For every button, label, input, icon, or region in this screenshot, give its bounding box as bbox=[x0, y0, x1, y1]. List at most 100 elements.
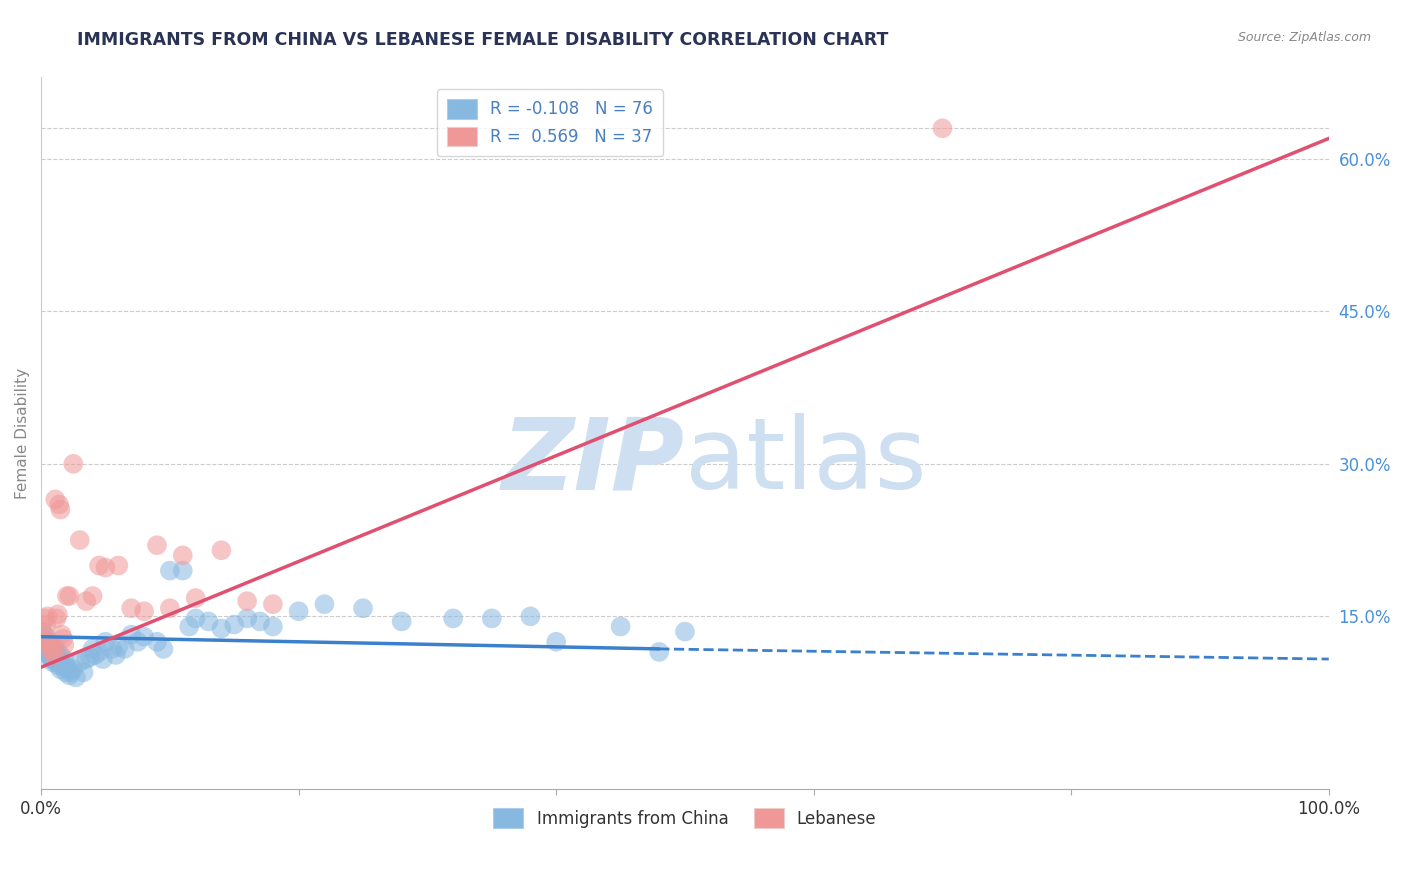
Point bbox=[79, 650, 101, 665]
Point bbox=[41, 645, 63, 659]
Point bbox=[69, 533, 91, 547]
Point bbox=[53, 638, 76, 652]
Point bbox=[75, 652, 97, 666]
Point bbox=[31, 624, 53, 639]
Point bbox=[82, 589, 104, 603]
Point bbox=[159, 601, 181, 615]
Point bbox=[42, 648, 65, 662]
Point bbox=[49, 662, 72, 676]
Point bbox=[481, 611, 503, 625]
Point bbox=[44, 492, 66, 507]
Point bbox=[262, 597, 284, 611]
Point bbox=[37, 634, 59, 648]
Point bbox=[91, 652, 114, 666]
Point bbox=[39, 641, 62, 656]
Point bbox=[134, 604, 156, 618]
Point bbox=[39, 650, 62, 665]
Point bbox=[48, 652, 70, 666]
Point bbox=[58, 668, 80, 682]
Point bbox=[134, 630, 156, 644]
Point bbox=[931, 121, 953, 136]
Point bbox=[41, 648, 63, 662]
Point bbox=[146, 538, 169, 552]
Point bbox=[159, 564, 181, 578]
Point bbox=[44, 645, 66, 659]
Point bbox=[441, 611, 464, 625]
Point bbox=[94, 634, 117, 648]
Point bbox=[673, 624, 696, 639]
Point bbox=[45, 611, 67, 625]
Point bbox=[107, 640, 129, 654]
Point bbox=[69, 655, 91, 669]
Point bbox=[51, 655, 73, 669]
Point bbox=[35, 630, 58, 644]
Point bbox=[107, 558, 129, 573]
Point bbox=[87, 558, 110, 573]
Point bbox=[42, 650, 65, 665]
Legend: Immigrants from China, Lebanese: Immigrants from China, Lebanese bbox=[486, 802, 883, 834]
Point bbox=[55, 665, 77, 680]
Text: IMMIGRANTS FROM CHINA VS LEBANESE FEMALE DISABILITY CORRELATION CHART: IMMIGRANTS FROM CHINA VS LEBANESE FEMALE… bbox=[77, 31, 889, 49]
Point bbox=[209, 622, 232, 636]
Y-axis label: Female Disability: Female Disability bbox=[15, 368, 30, 499]
Point bbox=[56, 662, 79, 676]
Point bbox=[314, 597, 336, 611]
Point bbox=[87, 645, 110, 659]
Point bbox=[56, 589, 79, 603]
Point bbox=[56, 660, 79, 674]
Point bbox=[101, 641, 124, 656]
Point bbox=[35, 617, 58, 632]
Text: atlas: atlas bbox=[685, 413, 927, 510]
Point bbox=[32, 632, 55, 646]
Point bbox=[39, 638, 62, 652]
Point bbox=[146, 634, 169, 648]
Point bbox=[49, 502, 72, 516]
Point bbox=[45, 655, 67, 669]
Point bbox=[45, 641, 67, 656]
Point bbox=[41, 645, 63, 659]
Point bbox=[53, 652, 76, 666]
Point bbox=[184, 591, 207, 605]
Point bbox=[41, 655, 63, 669]
Point bbox=[72, 665, 94, 680]
Point bbox=[51, 628, 73, 642]
Point bbox=[42, 640, 65, 654]
Point bbox=[49, 648, 72, 662]
Point bbox=[352, 601, 374, 615]
Point bbox=[546, 634, 568, 648]
Point bbox=[179, 619, 201, 633]
Point bbox=[236, 594, 259, 608]
Point bbox=[287, 604, 309, 618]
Point bbox=[224, 617, 246, 632]
Point bbox=[34, 641, 56, 656]
Point bbox=[84, 648, 107, 662]
Point bbox=[236, 611, 259, 625]
Point bbox=[34, 611, 56, 625]
Point bbox=[59, 665, 82, 680]
Point bbox=[48, 498, 70, 512]
Point bbox=[58, 589, 80, 603]
Point bbox=[44, 652, 66, 666]
Point bbox=[152, 641, 174, 656]
Point bbox=[62, 662, 84, 676]
Point bbox=[32, 632, 55, 646]
Point bbox=[262, 619, 284, 633]
Point bbox=[609, 619, 631, 633]
Point bbox=[197, 615, 219, 629]
Point bbox=[46, 650, 69, 665]
Point bbox=[519, 609, 541, 624]
Point bbox=[120, 628, 142, 642]
Point bbox=[127, 634, 149, 648]
Point bbox=[52, 660, 75, 674]
Point bbox=[104, 648, 127, 662]
Point bbox=[38, 634, 60, 648]
Point bbox=[35, 645, 58, 659]
Point bbox=[209, 543, 232, 558]
Point bbox=[172, 549, 194, 563]
Point bbox=[46, 607, 69, 622]
Point bbox=[172, 564, 194, 578]
Point bbox=[648, 645, 671, 659]
Point bbox=[34, 638, 56, 652]
Point bbox=[46, 658, 69, 673]
Point bbox=[94, 560, 117, 574]
